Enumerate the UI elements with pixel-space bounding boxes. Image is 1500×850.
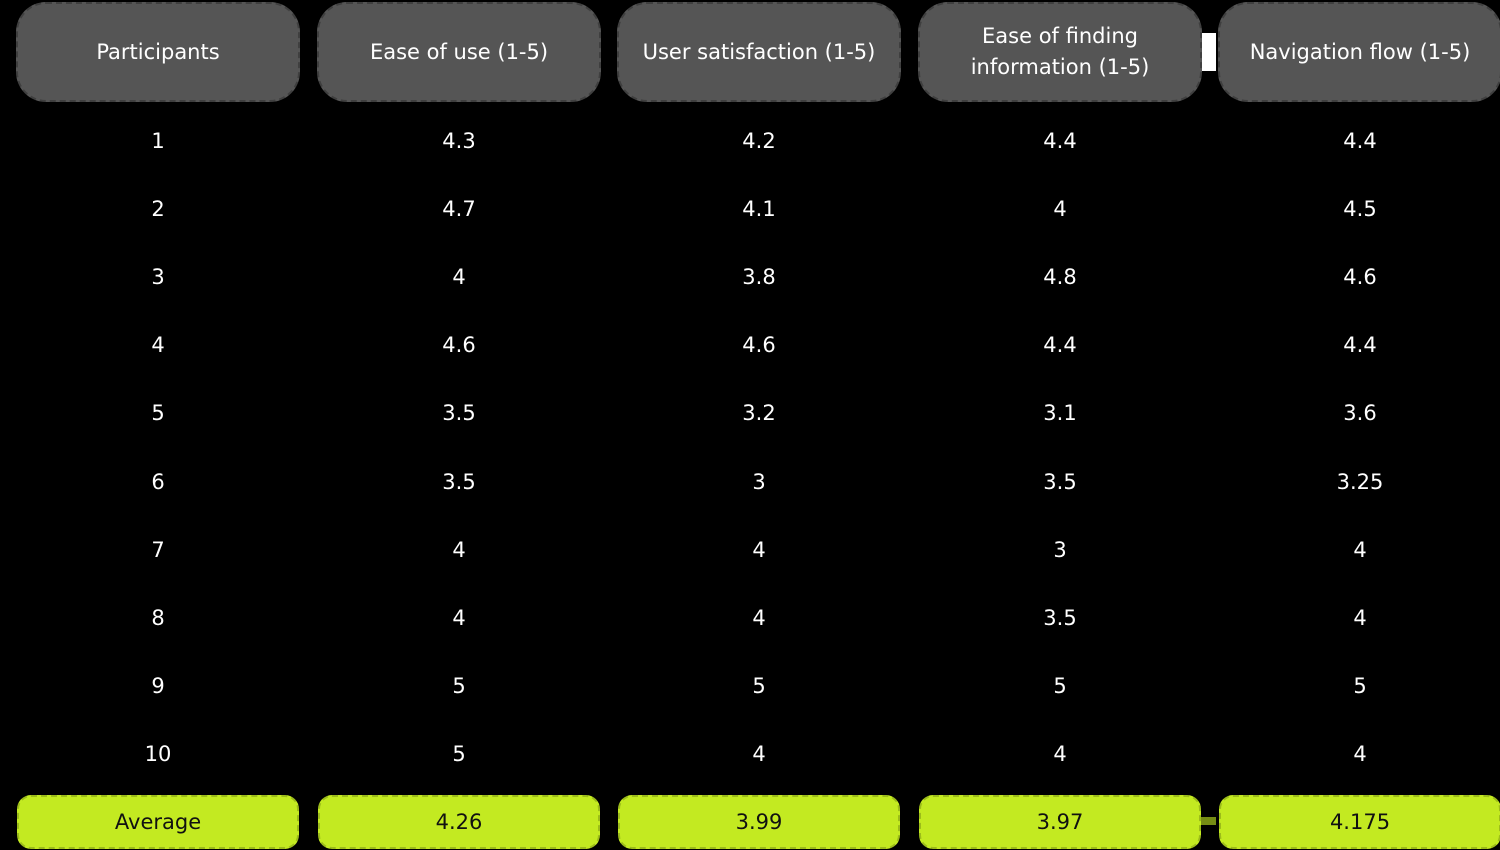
average-navigation-flow-1-5: 4.175	[1219, 795, 1500, 849]
average-connector	[1199, 817, 1216, 825]
score-cell-navigation-flow-1-5: 4.4	[1343, 333, 1377, 358]
score-cell-ease-of-use-1-5: 3.5	[442, 469, 476, 494]
score-cell-ease-of-use-1-5: 4	[452, 605, 466, 630]
score-cell-user-satisfaction-1-5: 4	[752, 537, 766, 562]
score-cell-user-satisfaction-1-5: 3.2	[742, 401, 776, 426]
average-ease-of-use-1-5: 4.26	[318, 795, 600, 849]
participant-id-cell: 4	[151, 333, 165, 358]
score-cell-ease-of-finding-information-1-5: 4.4	[1043, 333, 1077, 358]
score-cell-user-satisfaction-1-5: 4	[752, 741, 766, 766]
score-cell-user-satisfaction-1-5: 4	[752, 605, 766, 630]
participant-id-cell: 1	[151, 129, 165, 153]
average-label: Average	[17, 795, 299, 849]
score-cell-user-satisfaction-1-5: 5	[752, 673, 766, 698]
score-cell-navigation-flow-1-5: 4.6	[1343, 265, 1377, 290]
score-cell-user-satisfaction-1-5: 4.2	[742, 129, 776, 153]
header-ease-of-use-1-5: Ease of use (1-5)	[317, 2, 601, 102]
score-cell-ease-of-finding-information-1-5: 3.5	[1043, 605, 1077, 630]
participant-id-cell: 3	[151, 265, 165, 290]
header-navigation-flow-1-5: Navigation flow (1-5)	[1218, 2, 1500, 102]
score-cell-navigation-flow-1-5: 4	[1353, 605, 1367, 630]
participant-id-cell: 5	[151, 401, 165, 426]
score-cell-ease-of-finding-information-1-5: 4.8	[1043, 265, 1077, 290]
header-user-satisfaction-1-5: User satisfaction (1-5)	[617, 2, 901, 102]
score-cell-navigation-flow-1-5: 4	[1353, 537, 1367, 562]
score-cell-user-satisfaction-1-5: 3	[752, 469, 766, 494]
participant-id-cell: 7	[151, 537, 165, 562]
score-cell-navigation-flow-1-5: 4	[1353, 741, 1367, 766]
score-cell-ease-of-finding-information-1-5: 4	[1053, 741, 1067, 766]
score-cell-ease-of-use-1-5: 4	[452, 537, 466, 562]
score-cell-ease-of-use-1-5: 5	[452, 673, 466, 698]
header-connector	[1199, 33, 1216, 71]
participant-id-cell: 10	[144, 741, 172, 766]
score-cell-user-satisfaction-1-5: 4.1	[742, 197, 776, 222]
score-cell-ease-of-finding-information-1-5: 5	[1053, 673, 1067, 698]
score-cell-ease-of-use-1-5: 4	[452, 265, 466, 290]
average-ease-of-finding-information-1-5: 3.97	[919, 795, 1201, 849]
score-cell-navigation-flow-1-5: 3.25	[1336, 469, 1384, 494]
score-cell-ease-of-finding-information-1-5: 4	[1053, 197, 1067, 222]
score-cell-navigation-flow-1-5: 4.5	[1343, 197, 1377, 222]
participant-id-cell: 9	[151, 673, 165, 698]
score-cell-ease-of-finding-information-1-5: 3.5	[1043, 469, 1077, 494]
score-cell-ease-of-finding-information-1-5: 3.1	[1043, 401, 1077, 426]
score-cell-ease-of-use-1-5: 3.5	[442, 401, 476, 426]
score-cell-user-satisfaction-1-5: 3.8	[742, 265, 776, 290]
participant-id-cell: 2	[151, 197, 165, 222]
score-cell-ease-of-use-1-5: 5	[452, 741, 466, 766]
score-cell-ease-of-use-1-5: 4.7	[442, 197, 476, 222]
score-cell-navigation-flow-1-5: 5	[1353, 673, 1367, 698]
header-participants: Participants	[16, 2, 300, 102]
score-cell-ease-of-finding-information-1-5: 4.4	[1043, 129, 1077, 153]
score-cell-navigation-flow-1-5: 4.4	[1343, 129, 1377, 153]
header-ease-of-finding-information-1-5: Ease of finding information (1-5)	[918, 2, 1202, 102]
participant-id-cell: 8	[151, 605, 165, 630]
score-cell-ease-of-use-1-5: 4.6	[442, 333, 476, 358]
score-cell-ease-of-finding-information-1-5: 3	[1053, 537, 1067, 562]
score-cell-navigation-flow-1-5: 3.6	[1343, 401, 1377, 426]
score-cell-ease-of-use-1-5: 4.3	[442, 129, 476, 153]
participant-id-cell: 6	[151, 469, 165, 494]
score-cell-user-satisfaction-1-5: 4.6	[742, 333, 776, 358]
average-user-satisfaction-1-5: 3.99	[618, 795, 900, 849]
